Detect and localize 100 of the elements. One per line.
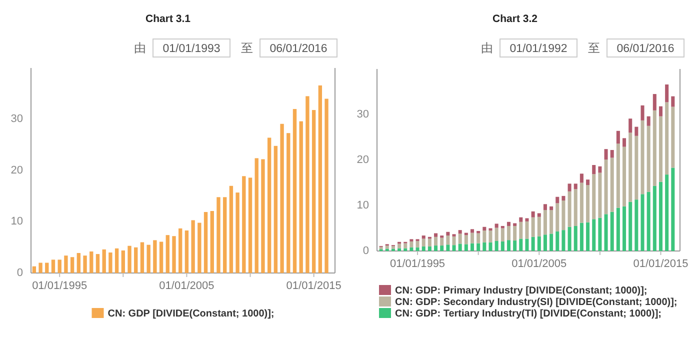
bar (550, 234, 554, 251)
bar (556, 196, 560, 204)
bar (422, 246, 426, 251)
bar (210, 210, 214, 273)
bar (458, 234, 462, 244)
bar (622, 206, 626, 251)
bar (446, 232, 450, 236)
bar (254, 158, 258, 273)
bar (537, 216, 541, 236)
bar (178, 228, 182, 273)
bar (488, 228, 492, 231)
bar (422, 236, 426, 239)
bar (172, 236, 176, 273)
bar (556, 203, 560, 232)
bar (640, 194, 644, 251)
bar (416, 247, 420, 251)
bar (198, 222, 202, 273)
bar (519, 222, 523, 239)
bar (482, 226, 486, 231)
bar (140, 242, 144, 273)
bar (574, 184, 578, 190)
bar (568, 184, 572, 192)
bar (550, 210, 554, 234)
text: 至 (588, 41, 600, 55)
bar (646, 192, 650, 251)
bar (470, 229, 474, 233)
bar (634, 136, 638, 200)
bar (306, 96, 310, 273)
bar (128, 246, 132, 273)
bar (671, 96, 675, 107)
legend-label: CN: GDP: Tertiary Industry(TI) [DIVIDE(Constant; 1000)]; (395, 308, 662, 320)
bar (146, 244, 150, 273)
bar (488, 242, 492, 251)
bar (574, 189, 578, 226)
bar (556, 231, 560, 251)
bar (70, 257, 74, 273)
chart-title: Chart 3.2 (492, 13, 538, 25)
bar (658, 182, 663, 251)
y-tick-label: 0 (362, 244, 369, 257)
bar (494, 240, 498, 251)
bar (586, 222, 590, 251)
bar (440, 246, 444, 251)
chart-title: Chart 3.1 (146, 13, 191, 25)
bar (410, 247, 414, 251)
bar (422, 238, 426, 246)
bar (242, 176, 246, 273)
bar (634, 200, 638, 251)
legend-label: CN: GDP: Primary Industry [DIVIDE(Constant; 1000)]; (395, 286, 648, 296)
x-tick-label: 01/01/2005 (159, 280, 214, 292)
bar (299, 121, 303, 273)
bar (452, 245, 456, 251)
bar (622, 146, 626, 206)
bar (318, 85, 322, 273)
y-tick-label: 10 (10, 216, 23, 228)
bar (513, 223, 517, 226)
x-tick-label: 01/01/2015 (633, 258, 688, 270)
bar (562, 230, 566, 251)
text: 01/01/1992 (510, 43, 568, 55)
bar (64, 256, 68, 273)
bar (51, 260, 56, 273)
text: 至 (241, 41, 253, 55)
legend-label: CN: GDP: Secondary Industry(SI) [DIVIDE(Constant; 1000)]; (395, 297, 678, 308)
bar (458, 244, 462, 251)
bar (665, 102, 669, 175)
bar (312, 110, 316, 273)
bar (628, 202, 632, 251)
bar (440, 238, 444, 246)
bar (38, 262, 42, 273)
x-tick-label: 01/01/1995 (390, 258, 446, 270)
bar (494, 228, 498, 241)
x-tick-label: 01/01/2005 (512, 258, 567, 270)
y-tick-label: 20 (356, 154, 369, 166)
bar (385, 246, 389, 249)
bar (102, 249, 106, 273)
bar (434, 233, 438, 237)
bar (562, 196, 566, 200)
bar (513, 240, 517, 251)
bar (646, 116, 650, 126)
bar (416, 240, 420, 248)
bar (470, 243, 474, 251)
text: 由 (134, 41, 146, 55)
y-tick-label: 10 (356, 199, 369, 212)
bar (324, 98, 328, 273)
bar (568, 226, 572, 251)
bar (267, 138, 272, 273)
bar (114, 248, 119, 273)
bar (598, 172, 602, 218)
bar (574, 226, 578, 251)
bar (134, 247, 138, 273)
bar (261, 159, 265, 273)
bar (525, 218, 529, 222)
bar (506, 222, 511, 226)
bar (470, 232, 474, 244)
bar (592, 165, 596, 174)
bar (184, 230, 189, 273)
bar (543, 204, 547, 210)
bar (90, 251, 94, 273)
bar (543, 234, 547, 251)
bar (58, 260, 62, 273)
bar (562, 200, 566, 230)
